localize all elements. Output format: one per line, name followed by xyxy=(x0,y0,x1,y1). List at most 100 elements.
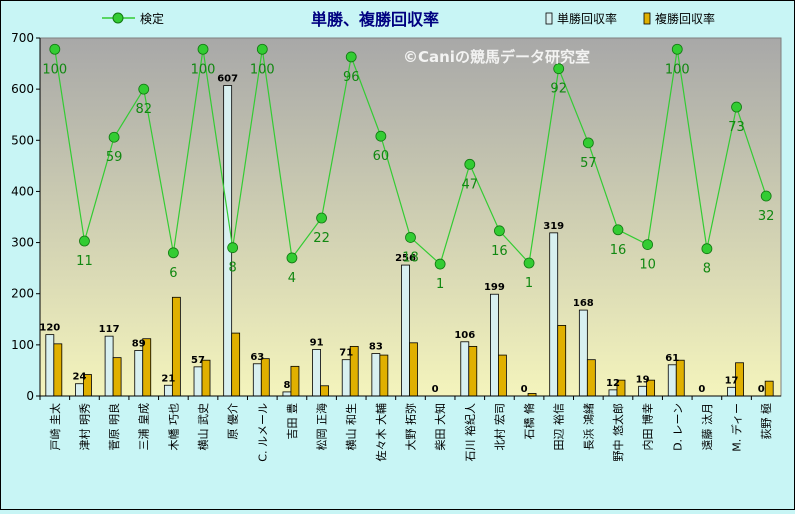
x-tick-label: 佐々木 大輔 xyxy=(374,403,388,462)
tanshou-data-label: 120 xyxy=(39,323,60,334)
tanshou-data-label: 89 xyxy=(132,338,146,349)
tanshou-bar xyxy=(193,366,203,397)
kentei-point xyxy=(49,43,61,55)
kentei-point xyxy=(582,137,594,149)
tanshou-bar xyxy=(490,293,499,397)
y-tick-label: 600 xyxy=(11,82,34,96)
legend-kentei-label: 検定 xyxy=(140,11,164,26)
tanshou-data-label: 8 xyxy=(283,380,290,391)
tanshou-data-label: 117 xyxy=(99,324,120,335)
legend-kentei-marker xyxy=(112,12,124,24)
tanshou-data-label: 63 xyxy=(250,352,264,363)
plot-area xyxy=(39,37,782,397)
y-tick-label: 500 xyxy=(11,133,34,147)
tanshou-bar xyxy=(163,384,173,397)
x-tick-label: 内田 博幸 xyxy=(641,403,655,451)
kentei-data-label: 6 xyxy=(169,266,177,281)
kentei-point xyxy=(108,131,120,143)
kentei-data-label: 11 xyxy=(76,254,93,269)
x-tick-label: C. ルメール xyxy=(256,403,269,462)
y-tick-label: 300 xyxy=(11,236,34,250)
tanshou-data-label: 256 xyxy=(395,253,416,264)
fukushou-bar xyxy=(468,345,478,397)
y-tick-label: 0 xyxy=(26,389,34,403)
x-tick-label: 柴田 大知 xyxy=(433,403,447,451)
x-tick-label: 石川 裕紀人 xyxy=(464,403,477,462)
tanshou-bar xyxy=(667,364,677,397)
tanshou-bar xyxy=(460,341,470,397)
tanshou-bar xyxy=(638,385,648,397)
kentei-data-label: 100 xyxy=(42,62,67,77)
fukushou-bar xyxy=(557,325,567,397)
fukushou-bar xyxy=(498,354,507,397)
kentei-point xyxy=(434,258,446,270)
kentei-data-label: 4 xyxy=(288,271,296,286)
tanshou-data-label: 0 xyxy=(698,384,705,395)
tanshou-data-label: 199 xyxy=(484,282,505,293)
kentei-point xyxy=(138,83,150,95)
kentei-point xyxy=(642,239,654,251)
y-tick-label: 200 xyxy=(11,287,34,301)
fukushou-bar xyxy=(290,365,300,397)
tanshou-data-label: 17 xyxy=(725,375,739,386)
tanshou-bar xyxy=(341,359,351,397)
y-tick-label: 700 xyxy=(11,31,34,45)
fukushou-bar xyxy=(112,357,122,397)
fukushou-bar xyxy=(320,385,329,397)
kentei-point xyxy=(375,130,387,142)
kentei-data-label: 100 xyxy=(665,62,690,77)
kentei-point xyxy=(523,257,535,269)
fukushou-bar xyxy=(260,358,270,397)
kentei-data-label: 10 xyxy=(639,258,656,273)
kentei-data-label: 96 xyxy=(343,70,360,85)
kentei-point xyxy=(671,43,683,55)
tanshou-bar xyxy=(252,363,262,397)
tanshou-data-label: 106 xyxy=(454,330,475,341)
x-tick-label: 吉田 豊 xyxy=(286,403,299,440)
kentei-data-label: 22 xyxy=(313,231,330,246)
tanshou-bar xyxy=(282,391,292,397)
fukushou-bar xyxy=(764,380,774,397)
legend-tanshou-label: 単勝回収率 xyxy=(557,11,617,26)
kentei-data-label: 1 xyxy=(525,276,533,291)
kentei-data-label: 1 xyxy=(436,277,444,292)
tanshou-bar xyxy=(45,334,55,397)
tanshou-data-label: 91 xyxy=(310,337,324,348)
tanshou-bar xyxy=(75,383,84,397)
kentei-point xyxy=(553,63,565,75)
tanshou-data-label: 57 xyxy=(191,355,205,366)
x-tick-label: 横山 和生 xyxy=(344,403,358,451)
x-tick-label: 北村 宏司 xyxy=(492,403,506,451)
x-tick-label: M. ディー xyxy=(730,403,744,452)
legend: 検定 単勝回収率 複勝回収率 xyxy=(102,11,715,26)
x-tick-label: 津村 明秀 xyxy=(77,403,91,451)
fukushou-bar xyxy=(379,354,389,397)
tanshou-bar xyxy=(608,389,618,397)
tanshou-data-label: 61 xyxy=(665,353,679,364)
kentei-point xyxy=(494,225,505,237)
legend-fukushou-label: 複勝回収率 xyxy=(655,11,715,26)
x-axis: 戸崎 圭太 津村 明秀 菅原 明良 三浦 皇成 木幡 巧也 横山 武史 原 優介 C. ルメー… xyxy=(39,395,781,462)
y-tick-label: 400 xyxy=(11,184,34,198)
kentei-data-label: 47 xyxy=(462,177,479,192)
legend-fukushou-swatch xyxy=(643,12,651,25)
tanshou-bar xyxy=(727,386,736,397)
kentei-point xyxy=(345,51,357,63)
x-tick-label: 原 優介 xyxy=(227,403,240,440)
x-tick-label: 菅原 明良 xyxy=(107,403,121,451)
kentei-point xyxy=(760,190,772,202)
kentei-data-label: 60 xyxy=(373,149,390,164)
tanshou-data-label: 0 xyxy=(432,384,439,395)
fukushou-bar xyxy=(231,332,241,397)
x-tick-label: 荻野 極 xyxy=(759,403,773,440)
x-tick-label: 遠藤 汰月 xyxy=(700,403,714,451)
fukushou-bar xyxy=(586,359,596,397)
x-tick-label: D. レーン xyxy=(671,403,684,451)
kentei-line: 100 11 59 82 6 100 8 100 4 22 96 60 18 1 47 16 1 92 57 16 10… xyxy=(42,43,774,292)
kentei-data-label: 59 xyxy=(106,150,123,165)
tanshou-bar xyxy=(134,350,144,397)
tanshou-data-label: 71 xyxy=(339,348,353,359)
x-tick-label: 木幡 巧也 xyxy=(166,403,180,451)
